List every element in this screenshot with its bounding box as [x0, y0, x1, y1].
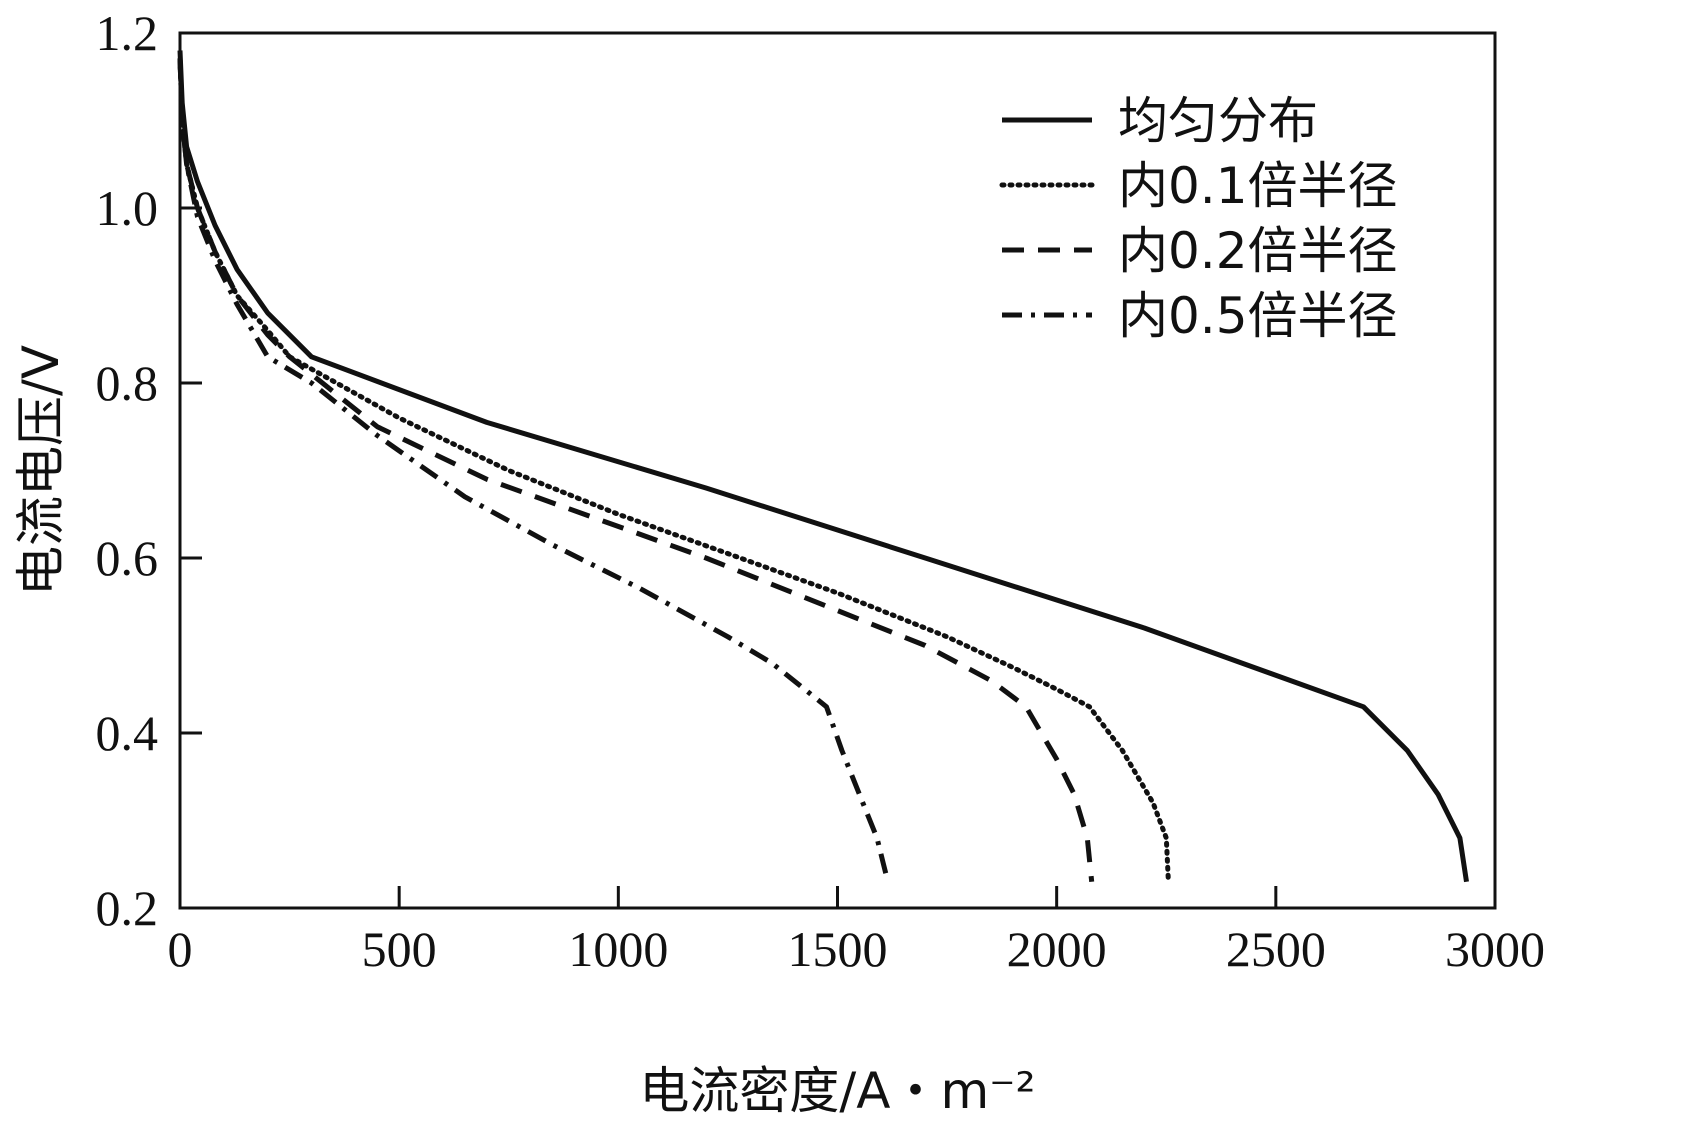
y-tick-label: 1.2 — [96, 5, 159, 61]
series-line-2 — [177, 56, 1171, 885]
series-line-3 — [177, 59, 1095, 883]
x-axis-title: 电流密度/A・m⁻² — [639, 1062, 1035, 1120]
x-tick-label: 0 — [168, 921, 193, 977]
x-tick-label: 1500 — [788, 921, 888, 977]
x-tick-label: 3000 — [1445, 921, 1545, 977]
legend-label-1: 均匀分布 — [1118, 92, 1318, 150]
legend-label-2: 内0.1倍半径 — [1118, 157, 1398, 215]
x-tick-label: 2000 — [1007, 921, 1107, 977]
y-tick-label: 0.2 — [96, 880, 159, 936]
y-tick-label: 0.4 — [96, 705, 159, 761]
axes-layer: 0 500 1000 1500 2000 2500 3000 0.2 0.4 0.6 0.8 1.0 1… — [12, 5, 1545, 1120]
series-line-4 — [177, 59, 891, 883]
series-layer — [177, 50, 1469, 885]
y-axis-title: 电流电压/V — [12, 345, 70, 596]
x-tick-label: 1000 — [568, 921, 668, 977]
y-tick-label: 0.6 — [96, 530, 159, 586]
legend-label-4: 内0.5倍半径 — [1118, 287, 1398, 345]
x-tick-label: 500 — [362, 921, 437, 977]
legend-label-3: 内0.2倍半径 — [1118, 222, 1398, 280]
y-tick-label: 1.0 — [96, 180, 159, 236]
x-tick-label: 2500 — [1226, 921, 1326, 977]
y-tick-label: 0.8 — [96, 355, 159, 411]
series-line-1 — [177, 50, 1469, 883]
